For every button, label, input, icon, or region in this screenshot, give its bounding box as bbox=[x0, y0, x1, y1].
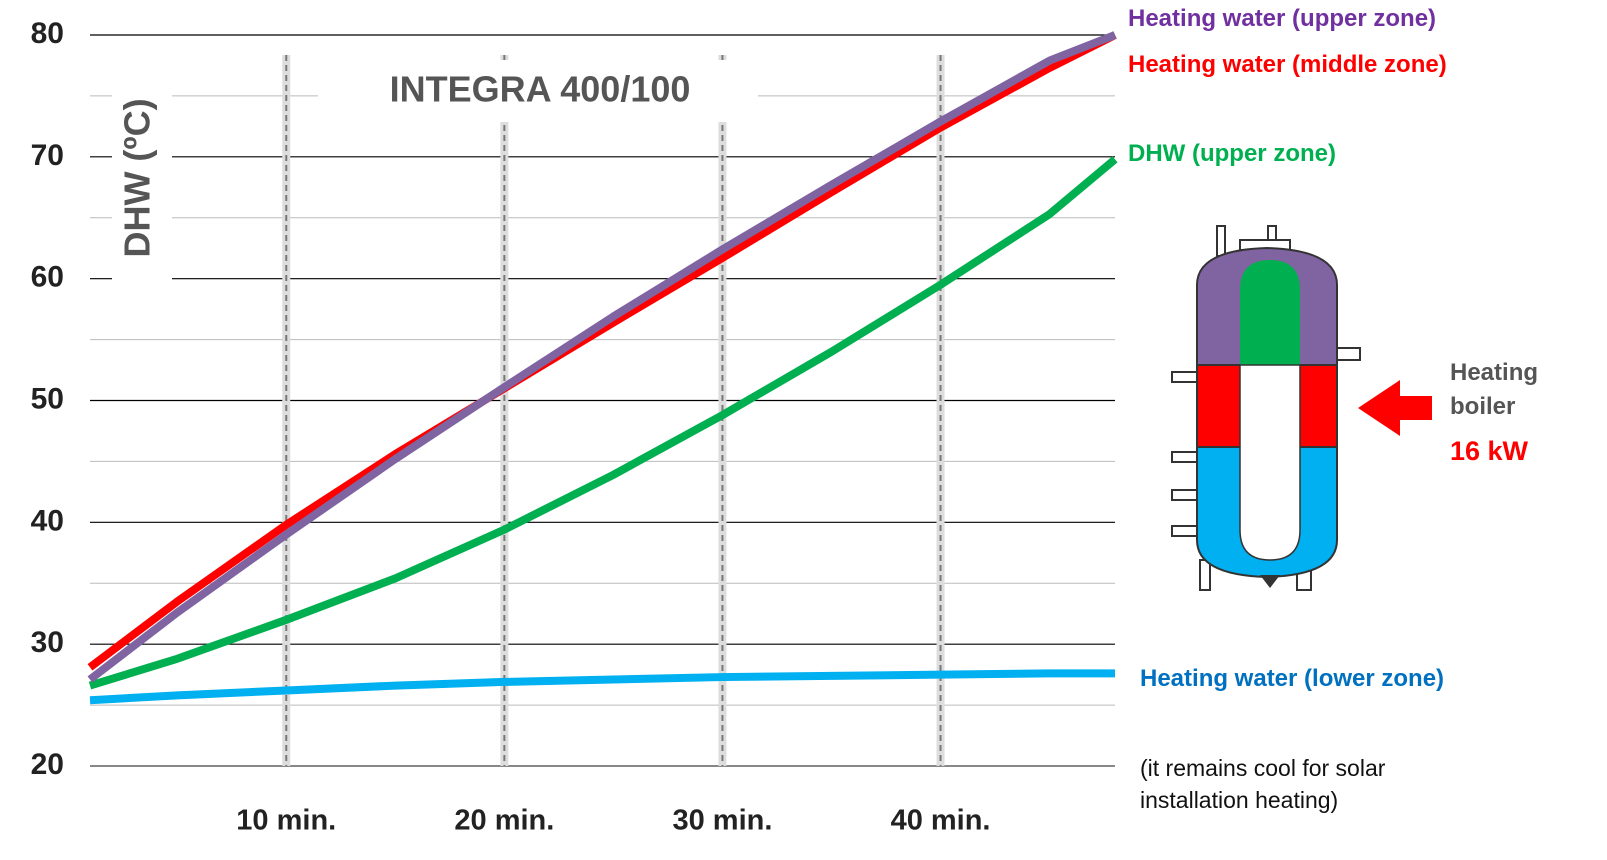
chart: INTEGRA 400/100 DHW (ºC) 20 30 40 50 60 70 80 1… bbox=[0, 0, 1607, 860]
series-line bbox=[90, 35, 1115, 667]
legend-entry: Heating water (middle zone) bbox=[1128, 50, 1447, 80]
legend-entry: Heating water (lower zone) bbox=[1140, 660, 1470, 698]
x-guides bbox=[286, 55, 940, 766]
y-tick-label: 20 bbox=[31, 748, 64, 781]
lines bbox=[90, 35, 1115, 700]
grid bbox=[90, 35, 1115, 766]
series-line bbox=[90, 673, 1115, 700]
y-tick-label: 50 bbox=[31, 382, 64, 415]
y-tick-label: 70 bbox=[31, 139, 64, 172]
y-tick-label: 60 bbox=[31, 261, 64, 294]
annotation: (it remains cool for solar installation … bbox=[1140, 752, 1480, 816]
x-tick-label: 10 min. bbox=[236, 805, 336, 837]
y-tick-label: 80 bbox=[31, 17, 64, 50]
boiler-label: Heating boiler bbox=[1450, 356, 1570, 424]
x-tick-label: 20 min. bbox=[454, 805, 554, 837]
y-axis-label: DHW (ºC) bbox=[117, 98, 158, 257]
y-tick-label: 40 bbox=[31, 504, 64, 537]
page: INTEGRA 400/100 DHW (ºC) 20 30 40 50 60 70 80 1… bbox=[0, 0, 1607, 860]
legend-entry: DHW (upper zone) bbox=[1128, 139, 1336, 169]
legend-entry: Heating water (upper zone) bbox=[1128, 4, 1436, 34]
x-tick-label: 40 min. bbox=[891, 805, 991, 837]
chart-title: INTEGRA 400/100 bbox=[390, 69, 691, 110]
power-label: 16 kW bbox=[1450, 436, 1528, 466]
x-tick-label: 30 min. bbox=[672, 805, 772, 837]
tank-diagram bbox=[1172, 226, 1432, 590]
ticks: 20 30 40 50 60 70 80 10 min. 20 min. 30 min. 40 mi… bbox=[31, 17, 991, 837]
series-line bbox=[90, 159, 1115, 685]
y-tick-label: 30 bbox=[31, 626, 64, 659]
